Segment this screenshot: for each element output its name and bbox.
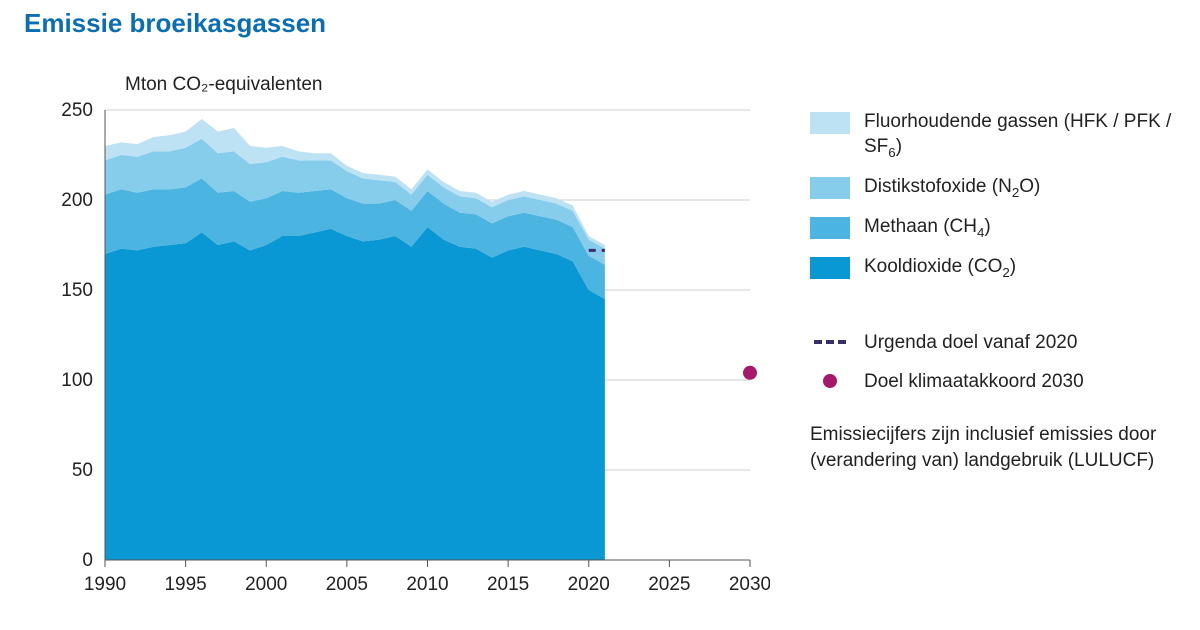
svg-text:1995: 1995 (164, 574, 206, 595)
chart-title: Emissie broeikasgassen (24, 8, 326, 39)
legend-klimaat2030: Doel klimaatakkoord 2030 (810, 370, 1180, 395)
klimaat2030-dot-icon (810, 370, 850, 392)
legend-note: Emissiecijfers zijn inclusief emissies d… (810, 422, 1180, 473)
svg-text:2015: 2015 (487, 574, 529, 595)
klimaat2030-target-dot (743, 366, 757, 380)
legend-item-co2: Kooldioxide (CO2) (810, 255, 1180, 281)
svg-text:2020: 2020 (568, 574, 610, 595)
svg-text:2025: 2025 (648, 574, 690, 595)
legend: Fluorhoudende gassen (HFK / PFK / SF6) Di… (810, 110, 1180, 474)
n2o-swatch-icon (810, 177, 850, 199)
legend-klimaat2030-label: Doel klimaatakkoord 2030 (864, 370, 1084, 395)
svg-text:1990: 1990 (84, 574, 126, 595)
svg-text:250: 250 (61, 100, 93, 121)
fgas-swatch-icon (810, 112, 850, 134)
svg-text:150: 150 (61, 280, 93, 301)
legend-label-ch4: Methaan (CH4) (864, 215, 991, 241)
svg-text:0: 0 (82, 550, 93, 571)
legend-urgenda: Urgenda doel vanaf 2020 (810, 331, 1180, 356)
svg-text:Mton CO₂-equivalenten: Mton CO₂-equivalenten (125, 74, 322, 95)
legend-item-n2o: Distikstofoxide (N2O) (810, 175, 1180, 201)
svg-text:2010: 2010 (406, 574, 448, 595)
chart-svg: 0 50 100 150 200 250 Mton CO₂-equivalenten 1990… (50, 60, 770, 620)
svg-text:2005: 2005 (326, 574, 368, 595)
svg-text:100: 100 (61, 370, 93, 391)
legend-label-co2: Kooldioxide (CO2) (864, 255, 1016, 281)
stacked-area-chart: 0 50 100 150 200 250 Mton CO₂-equivalenten 1990… (50, 60, 770, 620)
legend-label-n2o: Distikstofoxide (N2O) (864, 175, 1040, 201)
ch4-swatch-icon (810, 217, 850, 239)
svg-text:200: 200 (61, 190, 93, 211)
co2-swatch-icon (810, 257, 850, 279)
urgenda-line-icon (810, 331, 850, 353)
legend-item-ch4: Methaan (CH4) (810, 215, 1180, 241)
area-co2 (105, 227, 605, 560)
svg-text:2000: 2000 (245, 574, 287, 595)
svg-text:2030: 2030 (729, 574, 770, 595)
svg-text:50: 50 (72, 460, 93, 481)
legend-item-fgas: Fluorhoudende gassen (HFK / PFK / SF6) (810, 110, 1180, 161)
legend-urgenda-label: Urgenda doel vanaf 2020 (864, 331, 1077, 356)
legend-label-fgas: Fluorhoudende gassen (HFK / PFK / SF6) (864, 110, 1180, 161)
